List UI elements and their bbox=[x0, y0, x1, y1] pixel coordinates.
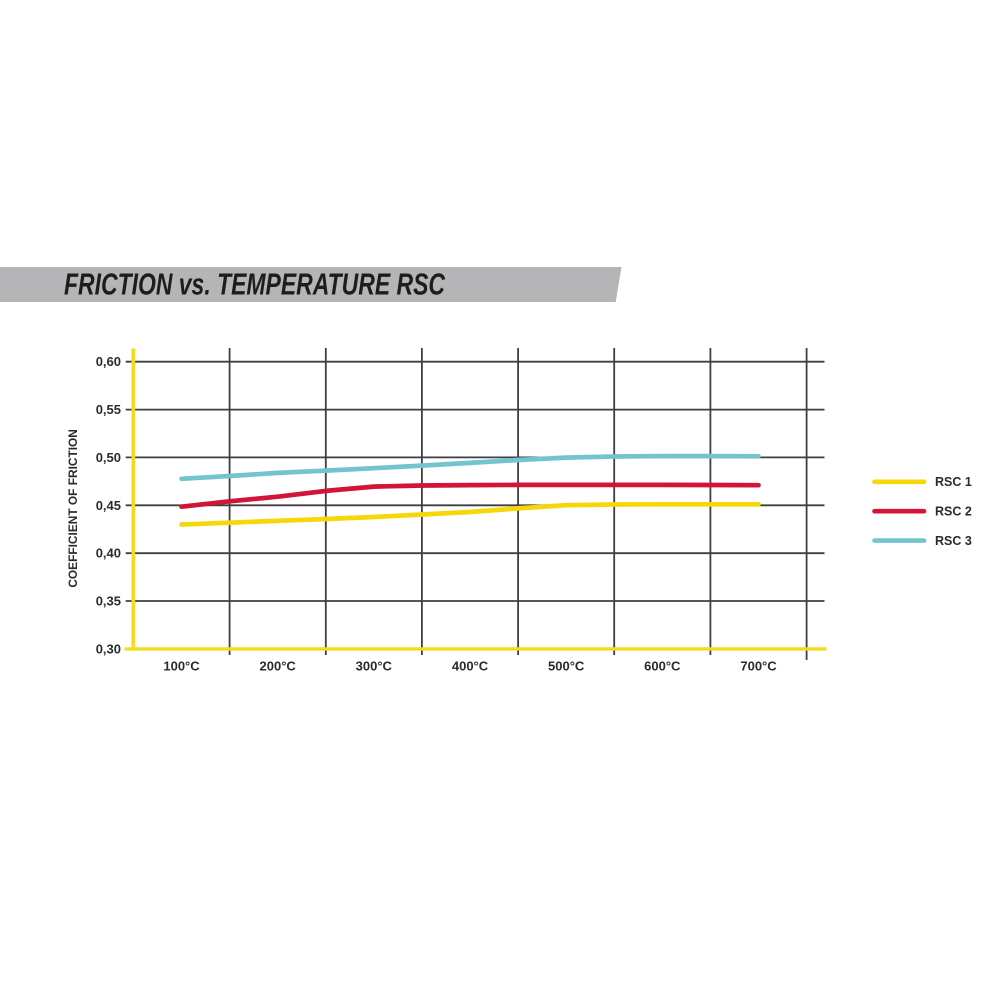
svg-text:700°C: 700°C bbox=[740, 659, 777, 674]
svg-text:COEFFICIENT OF FRICTION: COEFFICIENT OF FRICTION bbox=[66, 429, 80, 588]
svg-text:0,55: 0,55 bbox=[96, 402, 121, 417]
svg-text:RSC 2: RSC 2 bbox=[935, 505, 972, 519]
svg-text:RSC 1: RSC 1 bbox=[935, 475, 972, 489]
svg-text:100°C: 100°C bbox=[163, 659, 200, 674]
svg-text:0,50: 0,50 bbox=[96, 450, 121, 465]
svg-text:RSC 3: RSC 3 bbox=[935, 534, 972, 548]
svg-text:0,60: 0,60 bbox=[96, 354, 121, 369]
svg-text:0,40: 0,40 bbox=[96, 546, 121, 561]
svg-text:0,30: 0,30 bbox=[96, 641, 121, 656]
svg-text:FRICTION vs. TEMPERATURE RSC: FRICTION vs. TEMPERATURE RSC bbox=[64, 268, 446, 302]
svg-text:0,45: 0,45 bbox=[96, 498, 121, 513]
svg-text:0,35: 0,35 bbox=[96, 594, 121, 609]
svg-text:300°C: 300°C bbox=[356, 659, 393, 674]
svg-text:200°C: 200°C bbox=[260, 659, 297, 674]
svg-text:500°C: 500°C bbox=[548, 659, 585, 674]
svg-text:400°C: 400°C bbox=[452, 659, 489, 674]
svg-text:600°C: 600°C bbox=[644, 659, 681, 674]
